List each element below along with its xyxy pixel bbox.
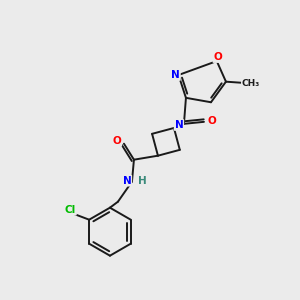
Text: CH₃: CH₃ bbox=[242, 79, 260, 88]
Text: O: O bbox=[112, 136, 121, 146]
Text: N: N bbox=[175, 120, 183, 130]
Text: Cl: Cl bbox=[65, 205, 76, 215]
Text: O: O bbox=[208, 116, 216, 126]
Text: N: N bbox=[171, 70, 180, 80]
Text: H: H bbox=[138, 176, 146, 186]
Text: O: O bbox=[213, 52, 222, 62]
Text: N: N bbox=[123, 176, 131, 186]
